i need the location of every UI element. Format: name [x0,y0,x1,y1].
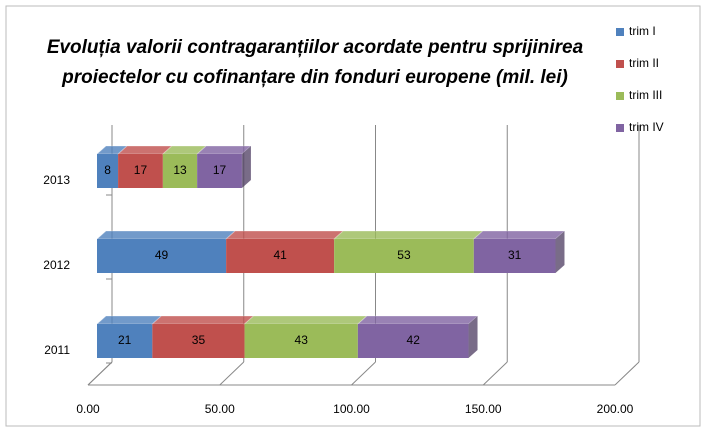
grid-line [351,361,376,386]
bar-segment [224,230,345,273]
data-label: 41 [273,248,287,262]
x-tick-label: 150.00 [465,402,502,416]
bar-segment [332,230,485,273]
data-label: 42 [407,333,421,347]
bar-face [472,230,566,240]
legend-label: trim I [629,24,656,38]
bar-segment [472,230,566,273]
bar-segment [195,145,253,188]
chart-title: Evoluția valorii contragaranțiilor acord… [47,37,584,58]
bar-face [97,154,119,188]
x-tick-label: 50.00 [205,402,235,416]
bar-face [95,230,237,240]
y-tick-label: 2011 [44,343,70,357]
bar-face [468,316,478,358]
bar-face [152,324,245,358]
y-tick-label: 2012 [43,258,70,272]
x-tick-label: 200.00 [597,402,634,416]
bar-face [332,230,485,240]
data-label: 21 [118,333,132,347]
grid-line [614,361,640,386]
legend-swatch [616,92,624,100]
bar-face [473,239,556,273]
data-label: 43 [295,333,309,347]
bar-face [555,231,565,273]
bar-face [95,315,163,325]
bar-face [356,315,479,325]
bar-face [118,154,163,188]
legend-swatch [616,28,624,36]
data-label: 17 [134,163,148,177]
bar-segment [116,145,174,188]
legend-label: trim II [629,56,659,70]
bar-face [241,146,251,188]
bar-face [334,239,474,273]
legend-swatch [616,124,624,132]
data-label: 13 [173,163,187,177]
grid-line [482,361,508,386]
bar-face [357,324,469,358]
bar-face [197,154,242,188]
data-label: 31 [508,248,522,262]
data-label: 53 [397,248,411,262]
bar-face [224,230,345,240]
bar-segment [356,315,479,358]
legend-label: trim IV [629,120,664,134]
legend-label: trim III [629,88,662,102]
grid-line [219,361,245,386]
bar-face [195,145,253,155]
bar-face [97,239,227,273]
bar-face [244,324,358,358]
bar-face [162,154,198,188]
bar-segment [151,315,255,358]
data-label: 35 [192,333,206,347]
data-label: 49 [155,248,169,262]
bar-face [151,315,255,325]
y-tick-label: 2013 [43,173,70,187]
x-tick-label: 100.00 [333,402,370,416]
bar-segment [161,145,208,188]
bar-segment [95,230,237,273]
bar-segment [243,315,369,358]
legend-swatch [616,60,624,68]
data-label: 8 [104,163,111,177]
data-label: 17 [213,163,227,177]
bar-segment [95,315,163,358]
grid-line [87,361,113,386]
bar-face [226,239,335,273]
bar-face [243,315,369,325]
x-tick-label: 0.00 [76,402,100,416]
chart-title: proiectelor cu cofinanțare din fonduri e… [61,67,568,88]
bar-face [97,324,153,358]
